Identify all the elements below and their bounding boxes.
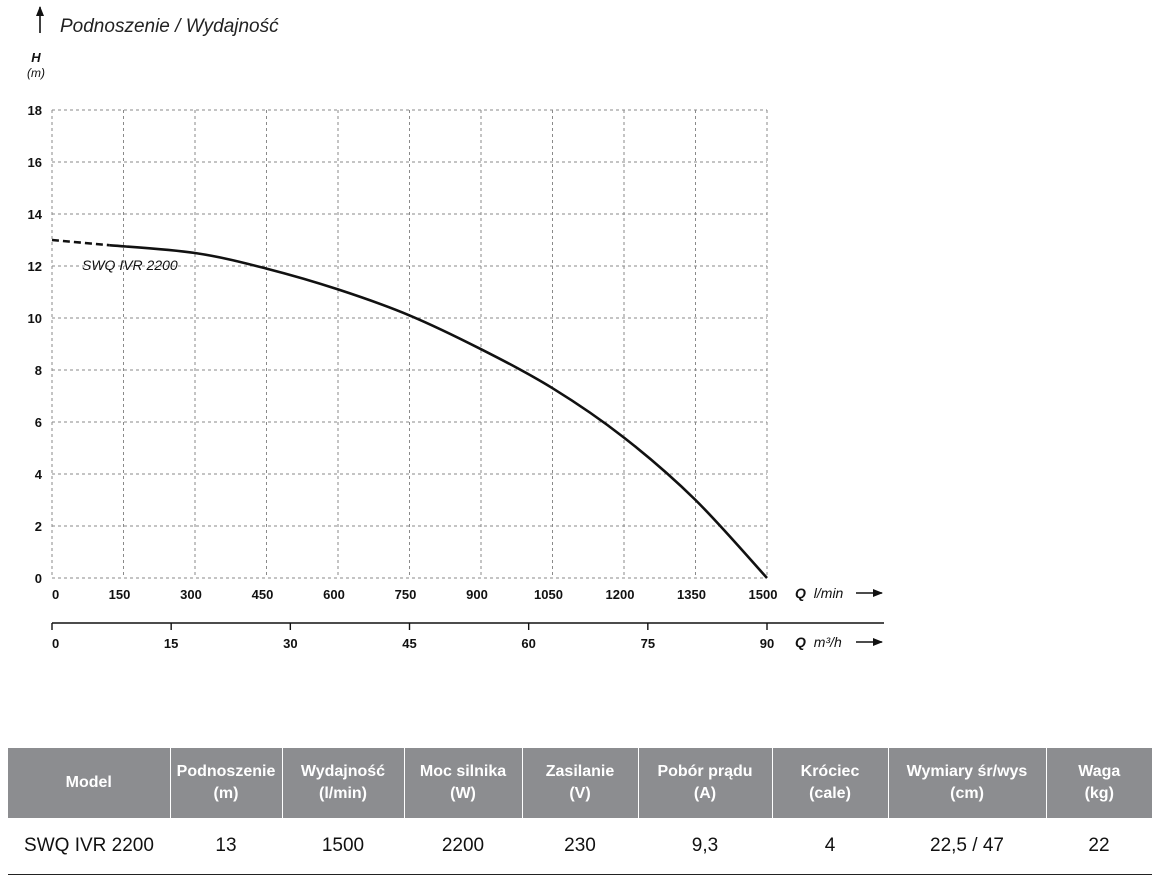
header-text: (m) <box>213 785 239 802</box>
header-text: Wymiary śr/wys <box>906 763 1028 780</box>
table-header-cell: Wymiary śr/wys (cm) <box>887 748 1046 818</box>
chart-title: Podnoszenie / Wydajność <box>60 16 279 37</box>
table-header-cell: Zasilanie (V) <box>521 748 638 818</box>
y-tick-label: 2 <box>35 519 42 534</box>
x2-tick-label: 0 <box>52 636 59 651</box>
x-tick-label: 300 <box>180 587 202 602</box>
series-label: SWQ IVR 2200 <box>82 257 178 273</box>
table-cell: 1500 <box>282 818 404 875</box>
x2-tick-label: 90 <box>760 636 774 651</box>
secondary-x-axis: 0 15 30 45 60 75 90 <box>51 622 884 651</box>
x-tick-label: 1200 <box>606 587 635 602</box>
y-tick-label: 0 <box>35 571 42 586</box>
x-axis-primary-unit: l/min <box>814 585 844 601</box>
table-cell: SWQ IVR 2200 <box>8 818 170 875</box>
x-tick-label: 600 <box>323 587 345 602</box>
table-header-cell: Wydajność (l/min) <box>281 748 404 818</box>
header-text: (V) <box>569 785 591 802</box>
x-axis-secondary-prefix: Q <box>795 634 806 650</box>
y-tick-label: 14 <box>28 207 43 222</box>
x-tick-label: 150 <box>109 587 131 602</box>
header-text: (kg) <box>1084 785 1114 802</box>
table-header-cell: Podnoszenie (m) <box>169 748 282 818</box>
header-text: (cale) <box>809 785 851 802</box>
header-text: Podnoszenie <box>176 763 276 780</box>
table-row: SWQ IVR 2200 13 1500 2200 230 9,3 4 22,5 / 47 22 <box>8 818 1152 875</box>
table-cell: 22 <box>1046 818 1152 875</box>
table-header-cell: Model <box>8 748 170 818</box>
table-header-cell: Moc silnika (W) <box>403 748 522 818</box>
x-tick-label: 1500 <box>749 587 778 602</box>
header-text: (A) <box>693 785 717 802</box>
chart-grid <box>51 109 768 579</box>
header-text: Króciec <box>800 763 860 780</box>
header-text: Model <box>65 774 112 791</box>
table-cell: 230 <box>522 818 638 875</box>
x2-tick-label: 45 <box>402 636 416 651</box>
table-header-cell: Króciec (cale) <box>771 748 888 818</box>
x-tick-label: 450 <box>252 587 274 602</box>
y-tick-label: 4 <box>35 467 43 482</box>
x-tick-label: 750 <box>395 587 417 602</box>
y-tick-label: 18 <box>28 103 42 118</box>
table-cell: 9,3 <box>638 818 772 875</box>
y-axis-unit: (m) <box>27 66 45 80</box>
header-text: Pobór prądu <box>657 763 753 780</box>
x-tick-label: 900 <box>466 587 488 602</box>
table-cell: 22,5 / 47 <box>888 818 1046 875</box>
series-curve-dashed <box>51 238 110 247</box>
header-text: (W) <box>450 785 476 802</box>
table-cell: 4 <box>772 818 888 875</box>
x-tick-label: 0 <box>52 587 59 602</box>
spec-table: Model Podnoszenie (m) Wydajność (l/min) Moc s… <box>8 748 1152 875</box>
table-cell: 13 <box>170 818 282 875</box>
y-tick-labels: 0 2 4 6 8 10 12 14 16 18 <box>28 103 43 586</box>
series-curve <box>109 243 768 579</box>
table-header-cell: Waga (kg) <box>1045 748 1152 818</box>
x-tick-label: 1050 <box>534 587 563 602</box>
x-axis-secondary-label: Q m³/h <box>795 634 842 650</box>
y-tick-label: 10 <box>28 311 42 326</box>
x-axis-secondary-unit: m³/h <box>814 634 842 650</box>
table-cell: 2200 <box>404 818 522 875</box>
x-axis-primary-label: Q l/min <box>795 585 844 601</box>
table-header-cell: Pobór prądu (A) <box>637 748 772 818</box>
y-tick-label: 8 <box>35 363 42 378</box>
x2-tick-label: 75 <box>641 636 655 651</box>
x-axis-primary-prefix: Q <box>795 585 806 601</box>
y-tick-label: 16 <box>28 155 42 170</box>
y-axis-label: H <box>31 50 41 65</box>
header-text: (cm) <box>950 785 984 802</box>
pump-performance-chart: Podnoszenie / Wydajność H (m) 0 2 4 6 8 10 12 1… <box>27 6 884 651</box>
y-tick-label: 6 <box>35 415 42 430</box>
x-tick-label: 1350 <box>677 587 706 602</box>
header-text: Waga <box>1078 763 1121 780</box>
x2-tick-label: 30 <box>283 636 297 651</box>
x2-tick-label: 15 <box>164 636 178 651</box>
header-text: (l/min) <box>319 785 367 802</box>
header-text: Wydajność <box>300 763 386 780</box>
header-text: Zasilanie <box>545 763 615 780</box>
header-text: Moc silnika <box>419 763 507 780</box>
series-layer <box>51 238 768 579</box>
x2-tick-label: 60 <box>521 636 535 651</box>
x-tick-labels: 0 150 300 450 600 750 900 1050 1200 1350 1500 <box>52 587 777 602</box>
y-tick-label: 12 <box>28 259 42 274</box>
table-header-row: Model Podnoszenie (m) Wydajność (l/min) Moc s… <box>8 748 1152 818</box>
